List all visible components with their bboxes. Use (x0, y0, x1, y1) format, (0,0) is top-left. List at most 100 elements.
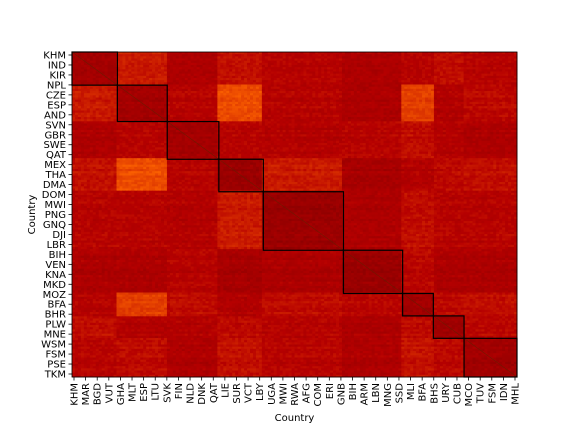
heatmap-cell (318, 65, 322, 68)
heatmap-cell (383, 69, 387, 72)
heatmap-cell (493, 62, 497, 66)
heatmap-cell (324, 58, 328, 62)
heatmap-cell (362, 80, 367, 83)
heatmap-cell (252, 97, 257, 101)
heatmap-cell (383, 93, 387, 96)
heatmap-cell (235, 78, 239, 81)
heatmap-cell (169, 97, 174, 101)
heatmap-cell (250, 95, 254, 98)
heatmap-cell (362, 65, 367, 68)
heatmap-cell (347, 62, 352, 66)
heatmap-cell (478, 54, 482, 57)
heatmap-cell (339, 65, 343, 68)
heatmap-cell (178, 58, 183, 62)
heatmap-cell (380, 56, 384, 59)
heatmap-cell (457, 56, 462, 59)
heatmap-cell (374, 58, 378, 62)
heatmap-cell (134, 54, 138, 57)
heatmap-cell (226, 60, 230, 64)
heatmap-cell (187, 73, 192, 77)
heatmap-cell (428, 71, 432, 75)
heatmap-cell (255, 91, 260, 94)
heatmap-cell (344, 71, 349, 75)
heatmap-cell (478, 78, 482, 81)
heatmap-cell (163, 69, 168, 72)
heatmap-cell (252, 95, 257, 98)
heatmap-cell (80, 91, 85, 94)
heatmap-cell (131, 97, 135, 101)
heatmap-cell (187, 52, 192, 55)
heatmap-cell (211, 78, 215, 81)
heatmap-cell (416, 93, 420, 96)
heatmap-cell (250, 84, 254, 88)
heatmap-cell (294, 71, 298, 75)
heatmap-cell (309, 71, 313, 75)
heatmap-cell (125, 73, 129, 77)
heatmap-cell (232, 52, 236, 55)
heatmap-cell (353, 73, 358, 77)
heatmap-cell (416, 54, 420, 57)
heatmap-cell (315, 65, 319, 68)
heatmap-cell (146, 99, 150, 103)
heatmap-cell (398, 62, 402, 66)
heatmap-cell (244, 78, 248, 81)
heatmap-cell (158, 78, 162, 81)
heatmap-cell (339, 62, 343, 66)
heatmap-cell (241, 88, 245, 92)
heatmap-cell (478, 73, 482, 77)
heatmap-cell (137, 69, 141, 72)
heatmap-cell (276, 62, 281, 66)
heatmap-cell (374, 56, 378, 59)
heatmap-cell (404, 91, 408, 94)
heatmap-cell (252, 91, 257, 94)
heatmap-cell (422, 80, 426, 83)
heatmap-cell (270, 52, 275, 55)
heatmap-cell (279, 54, 284, 57)
heatmap-cell (205, 91, 209, 94)
heatmap-cell (110, 73, 114, 77)
heatmap-cell (493, 52, 497, 55)
heatmap-cell (158, 91, 162, 94)
heatmap-cell (333, 91, 337, 94)
heatmap-cell (404, 54, 408, 57)
heatmap-cell (448, 71, 453, 75)
heatmap-cell (496, 91, 500, 94)
heatmap-cell (273, 56, 278, 59)
heatmap-cell (98, 86, 103, 90)
heatmap-cell (116, 56, 120, 59)
heatmap-cell (214, 69, 218, 72)
heatmap-cell (383, 88, 387, 92)
heatmap-cell (270, 60, 275, 64)
heatmap-cell (125, 99, 129, 103)
heatmap-cell (472, 78, 476, 81)
heatmap-cell (377, 67, 381, 70)
heatmap-cell (140, 71, 144, 75)
heatmap-cell (199, 86, 203, 90)
heatmap-cell (330, 95, 334, 98)
heatmap-cell (371, 86, 375, 90)
heatmap-cell (407, 71, 411, 75)
heatmap-cell (475, 54, 479, 57)
heatmap-cell (347, 82, 352, 85)
heatmap-cell (267, 80, 272, 83)
heatmap-cell (193, 91, 197, 94)
heatmap-cell (445, 58, 450, 62)
heatmap-cell (193, 82, 197, 85)
heatmap-cell (303, 78, 307, 81)
heatmap-cell (469, 80, 473, 83)
heatmap-cell (220, 97, 224, 101)
heatmap-cell (460, 56, 464, 59)
heatmap-cell (318, 58, 322, 62)
heatmap-cell (496, 58, 500, 62)
heatmap-cell (389, 54, 393, 57)
heatmap-cell (184, 65, 189, 68)
heatmap-cell (202, 88, 206, 92)
heatmap-cell (430, 69, 435, 72)
heatmap-cell (282, 93, 286, 96)
heatmap-cell (356, 95, 361, 98)
heatmap-cell (229, 65, 233, 68)
heatmap-cell (374, 93, 378, 96)
heatmap-cell (205, 80, 209, 83)
heatmap-cell (347, 97, 352, 101)
heatmap-cell (312, 97, 316, 101)
